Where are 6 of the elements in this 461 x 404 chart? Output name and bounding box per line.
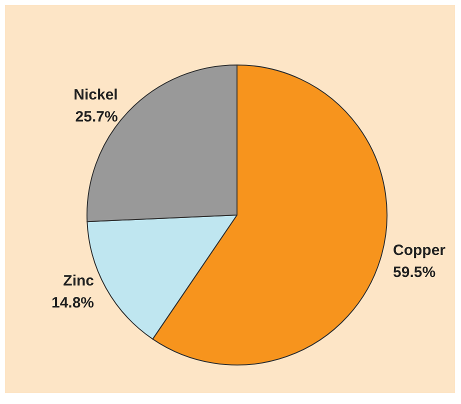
slice-label: Copper [393, 242, 446, 259]
data-label: 14.8% [51, 294, 94, 312]
slice-label: Zinc [63, 272, 94, 290]
data-label: 25.7% [75, 108, 118, 126]
slice-label: Nickel [74, 86, 118, 104]
data-label: 59.5% [393, 264, 436, 281]
